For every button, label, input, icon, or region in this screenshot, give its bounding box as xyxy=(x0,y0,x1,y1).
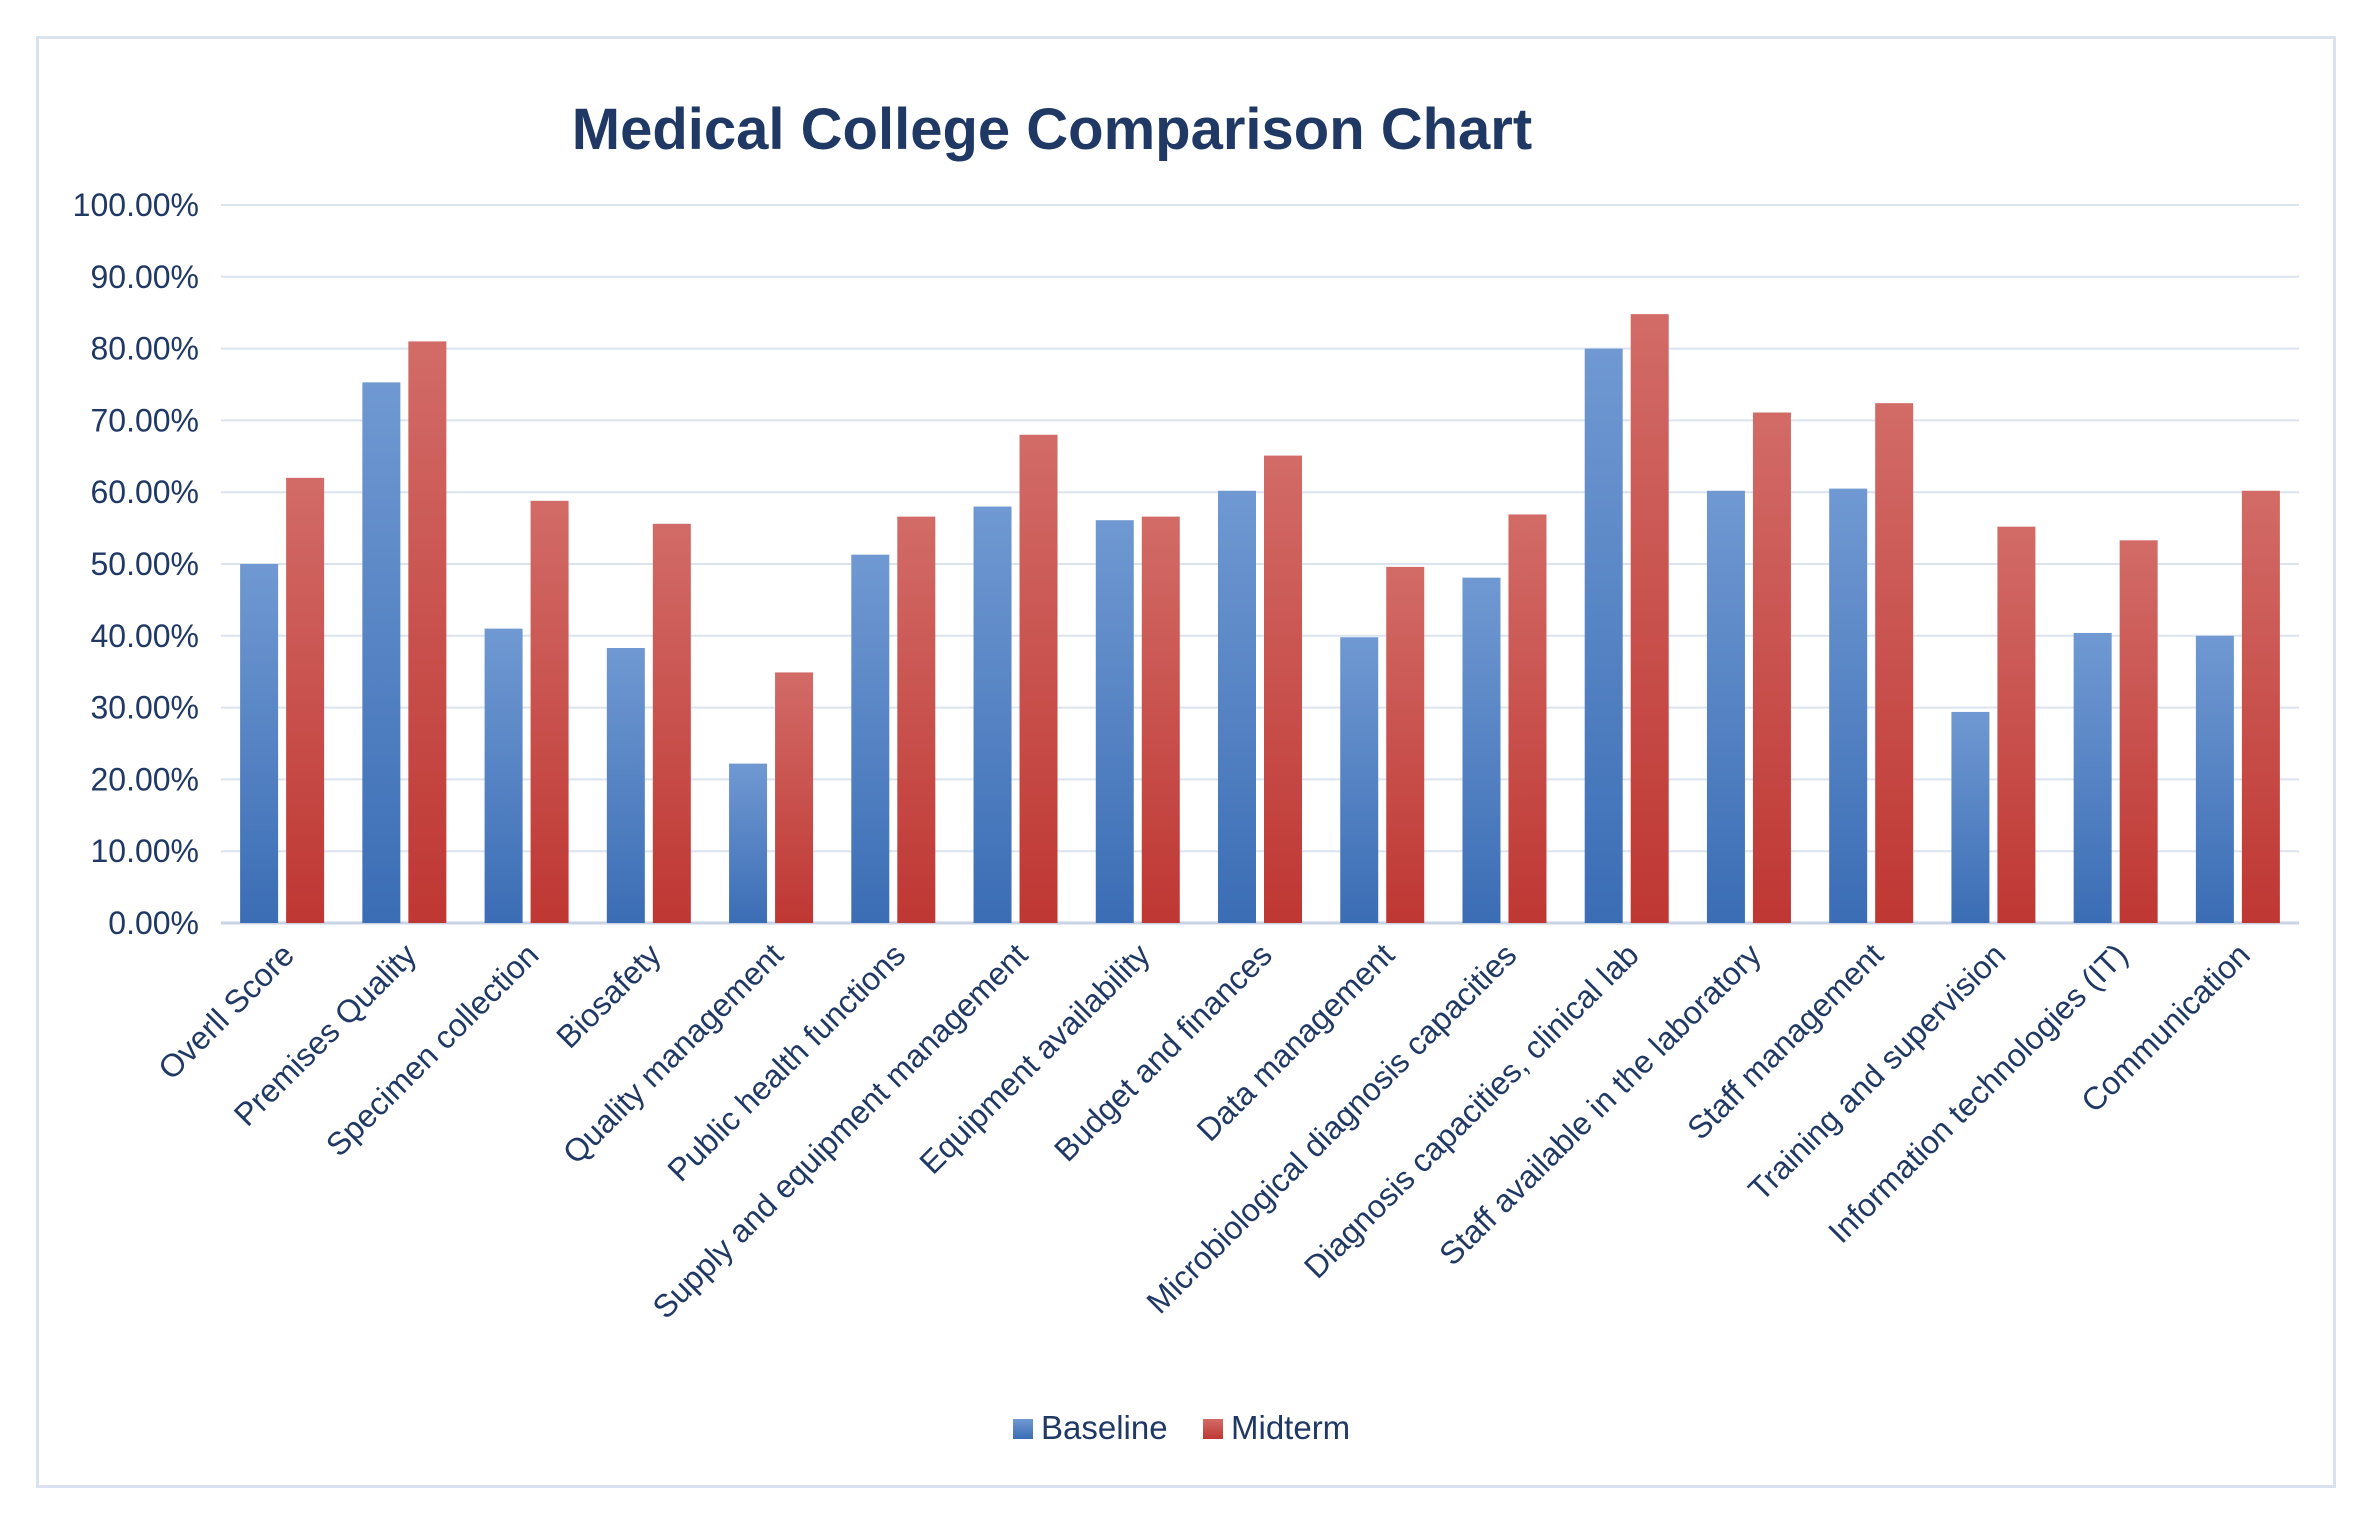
bar-baseline xyxy=(2073,632,2112,923)
chart-frame: Medical College Comparison Chart 0.00% 10… xyxy=(36,36,2336,1488)
bar-midterm xyxy=(1508,514,1547,923)
legend-swatch-midterm xyxy=(1203,1419,1223,1439)
bar-midterm xyxy=(2241,490,2280,923)
bar-midterm xyxy=(1019,434,1058,923)
bar-baseline xyxy=(1706,490,1745,923)
bar-midterm xyxy=(1997,526,2036,923)
y-tick-label: 30.00% xyxy=(90,690,199,726)
bar-midterm xyxy=(408,341,447,923)
y-tick-label: 50.00% xyxy=(90,546,199,582)
y-tick-label: 40.00% xyxy=(90,618,199,654)
legend-label-baseline: Baseline xyxy=(1041,1409,1168,1446)
bar-midterm xyxy=(286,477,325,923)
bar-midterm xyxy=(652,523,691,923)
bar-baseline xyxy=(1951,711,1990,923)
bar-baseline xyxy=(1095,520,1134,923)
bar-midterm xyxy=(530,500,569,923)
x-category-label: Quality management xyxy=(556,936,790,1170)
y-tick-label: 0.00% xyxy=(108,905,199,941)
bar-baseline xyxy=(851,554,890,923)
legend-swatch-baseline xyxy=(1013,1419,1033,1439)
bar-baseline xyxy=(1340,637,1379,923)
bar-baseline xyxy=(606,648,645,923)
bar-baseline xyxy=(973,506,1012,923)
x-category-label: Public health functions xyxy=(660,936,912,1188)
bar-baseline xyxy=(240,564,279,923)
bar-baseline xyxy=(729,763,768,923)
bar-baseline xyxy=(484,628,523,923)
bar-midterm xyxy=(775,672,814,923)
bar-baseline xyxy=(362,382,401,923)
bar-midterm xyxy=(1264,455,1302,923)
x-category-label: Budget and finances xyxy=(1047,936,1279,1168)
bar-baseline xyxy=(1462,577,1501,923)
x-category-label: Training and supervision xyxy=(1741,936,2012,1207)
y-tick-label: 90.00% xyxy=(90,259,199,295)
bar-midterm xyxy=(1875,403,1914,924)
bar-midterm xyxy=(2119,540,2158,923)
x-category-label: Biosafety xyxy=(549,936,668,1055)
y-tick-label: 80.00% xyxy=(90,331,199,367)
y-tick-label: 20.00% xyxy=(90,761,199,797)
bar-baseline xyxy=(1829,488,1868,923)
bar-midterm xyxy=(1141,516,1180,923)
bars xyxy=(240,314,2280,924)
bar-baseline xyxy=(1218,490,1256,923)
legend: Baseline Midterm xyxy=(1013,1409,1350,1446)
y-tick-label: 10.00% xyxy=(90,833,199,869)
y-tick-label: 70.00% xyxy=(90,402,199,438)
chart-canvas: Medical College Comparison Chart 0.00% 10… xyxy=(73,97,2299,1446)
bar-baseline xyxy=(2195,635,2234,923)
y-tick-label: 60.00% xyxy=(90,474,199,510)
y-tick-label: 100.00% xyxy=(73,187,199,223)
bar-midterm xyxy=(1630,314,1669,923)
bar-midterm xyxy=(1386,566,1425,923)
bar-midterm xyxy=(897,516,936,923)
bar-midterm xyxy=(1752,412,1791,923)
chart-title: Medical College Comparison Chart xyxy=(572,97,1532,162)
legend-label-midterm: Midterm xyxy=(1231,1409,1350,1446)
x-category-label: Equipment availability xyxy=(912,936,1156,1180)
y-axis-tick-labels: 0.00% 10.00% 20.00% 30.00% 40.00% 50.00% 60.00… xyxy=(73,187,199,941)
bar-baseline xyxy=(1584,348,1623,924)
x-category-label: Specimen collection xyxy=(319,936,546,1163)
